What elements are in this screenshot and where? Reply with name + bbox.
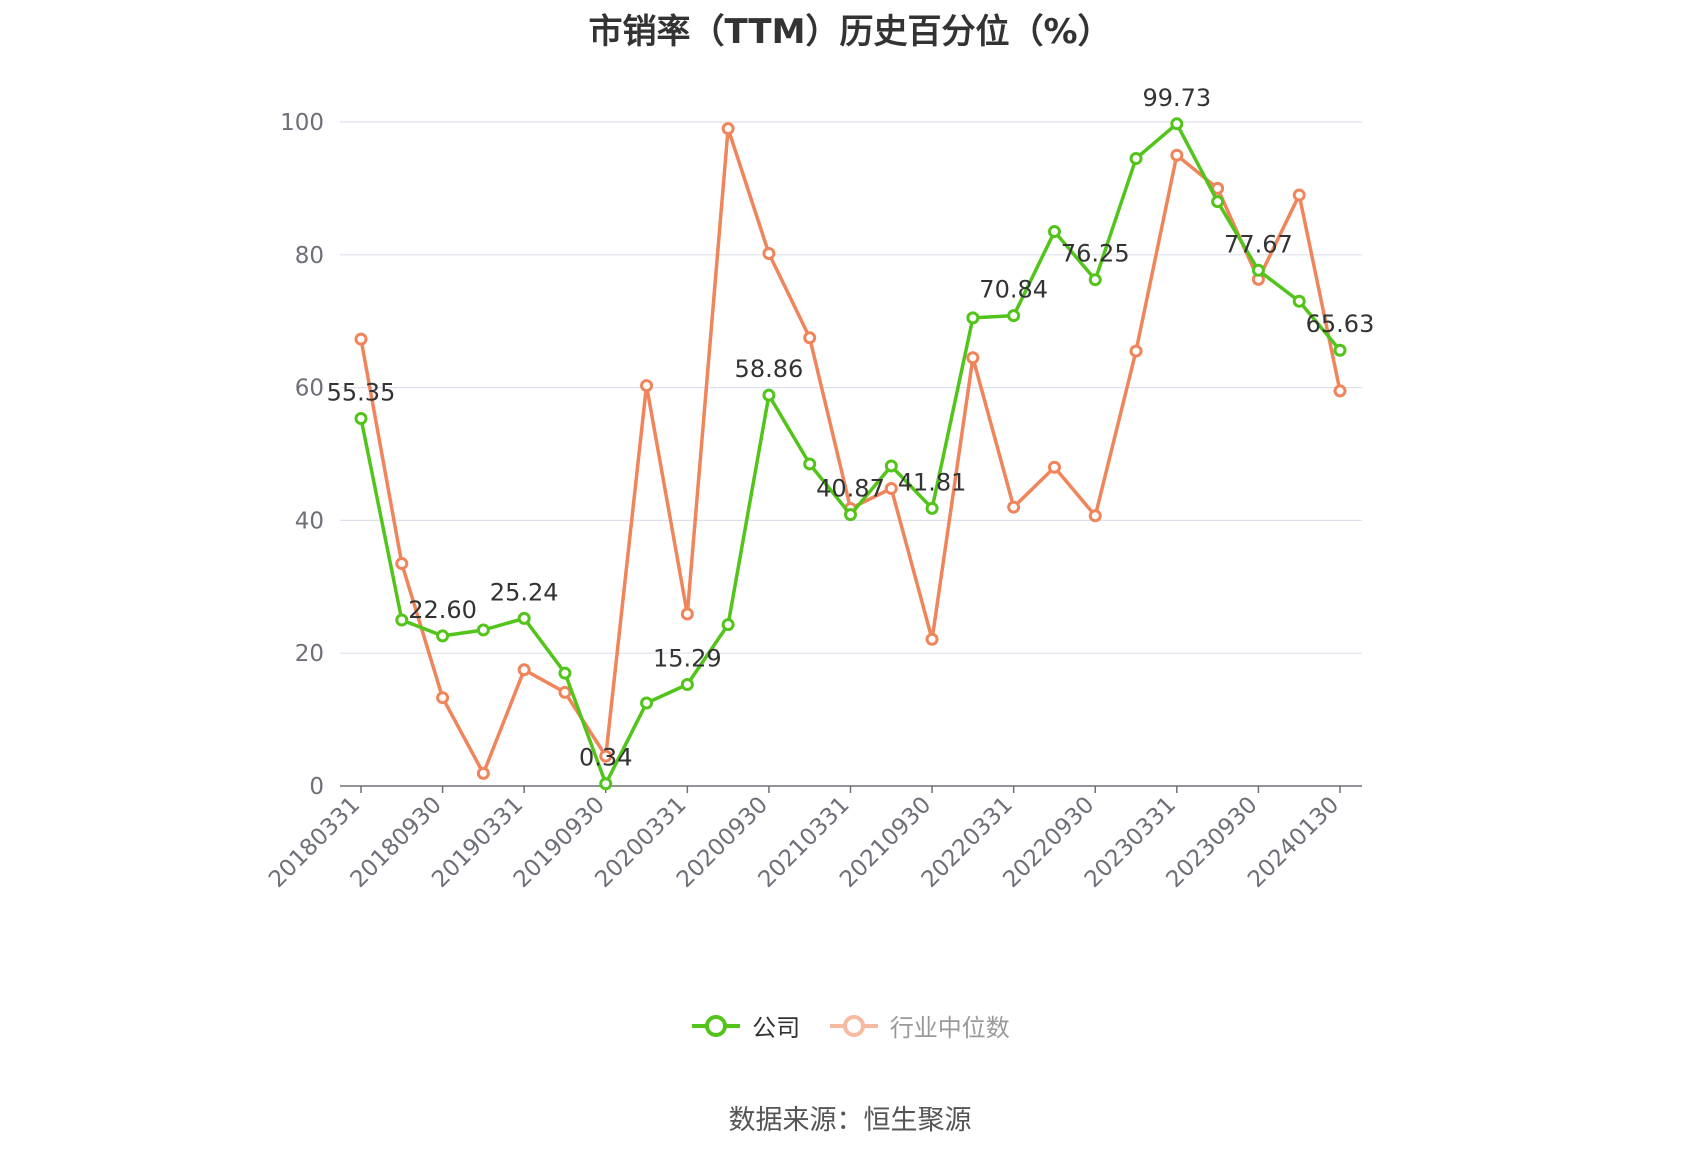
industry-point: [680, 607, 694, 621]
line-chart: 0204060801002018033120180930201903312019…: [264, 84, 1375, 893]
company-data-label: 65.63: [1306, 310, 1375, 338]
industry-point: [925, 632, 939, 646]
company-point: [1129, 152, 1143, 166]
company-point: [844, 508, 857, 522]
industry-point: [599, 749, 613, 763]
industry-point: [1170, 148, 1184, 162]
company-point: [517, 611, 531, 625]
industry-point: [476, 766, 490, 780]
company-point: [395, 613, 409, 627]
company-data-label: 41.81: [898, 468, 967, 496]
chart-title: 市销率（TTM）历史百分位（%）: [588, 12, 1112, 52]
industry-point: [395, 557, 409, 571]
company-point: [1292, 294, 1306, 308]
industry-point: [1211, 181, 1225, 195]
legend-label-company: 公司: [752, 1014, 801, 1042]
company-point: [1047, 225, 1061, 239]
industry-point: [1333, 384, 1347, 398]
industry-point: [762, 246, 776, 260]
company-point: [1251, 263, 1265, 277]
company-data-label: 22.60: [408, 596, 477, 624]
company-data-label: 99.73: [1142, 84, 1211, 112]
company-point: [884, 459, 898, 473]
company-data-label: 0.34: [579, 744, 632, 772]
legend-swatch-industry: [829, 1014, 878, 1037]
industry-point: [1047, 460, 1061, 474]
industry-point: [1007, 500, 1021, 514]
company-data-label: 77.67: [1224, 230, 1293, 258]
legend-swatch-company: [692, 1014, 741, 1037]
company-point: [721, 618, 735, 632]
company-point: [1007, 309, 1021, 323]
company-point: [599, 777, 613, 791]
industry-point: [436, 691, 450, 705]
industry-point: [1088, 509, 1102, 523]
industry-point: [1292, 188, 1306, 202]
company-point: [354, 411, 368, 425]
company-point: [640, 696, 654, 710]
legend-label-industry: 行业中位数: [889, 1014, 1010, 1042]
company-series-line: [359, 122, 1342, 786]
company-point: [476, 623, 490, 637]
company-point: [680, 677, 694, 691]
legend-item-industry[interactable]: 行业中位数: [828, 1008, 1010, 1043]
industry-point: [354, 332, 368, 346]
y-tick-label: 40: [295, 508, 324, 534]
industry-point: [803, 331, 817, 345]
company-data-label: 40.87: [816, 475, 885, 503]
industry-point: [640, 379, 654, 393]
industry-point: [558, 685, 572, 699]
y-tick-label: 80: [295, 243, 324, 269]
company-data-label: 70.84: [979, 276, 1048, 304]
y-tick-label: 20: [295, 641, 324, 667]
company-data-label: 15.29: [653, 644, 722, 672]
legend: 公司 行业中位数: [0, 1008, 1700, 1044]
company-data-label: 58.86: [735, 355, 804, 383]
company-point: [558, 666, 572, 680]
industry-point: [721, 122, 735, 136]
industry-series-line: [359, 126, 1342, 776]
industry-point: [517, 663, 531, 677]
company-point: [803, 457, 817, 471]
company-data-label: 55.35: [327, 378, 396, 406]
industry-point: [966, 351, 980, 365]
y-tick-label: 60: [295, 376, 324, 402]
company-point: [436, 629, 450, 643]
company-point: [1333, 343, 1347, 357]
y-tick-label: 100: [280, 110, 324, 136]
company-data-label: 76.25: [1061, 240, 1130, 268]
company-point: [966, 311, 980, 325]
company-point: [925, 501, 939, 515]
company-point: [1170, 117, 1184, 131]
industry-point: [1129, 344, 1143, 358]
company-point: [1088, 273, 1102, 287]
y-tick-label: 0: [309, 774, 324, 800]
source-note: 数据来源：恒生聚源: [728, 1105, 972, 1136]
legend-item-company[interactable]: 公司: [690, 1008, 800, 1043]
company-data-label: 25.24: [490, 578, 559, 606]
company-point: [1211, 195, 1225, 209]
company-point: [762, 388, 776, 402]
industry-point: [884, 482, 898, 496]
